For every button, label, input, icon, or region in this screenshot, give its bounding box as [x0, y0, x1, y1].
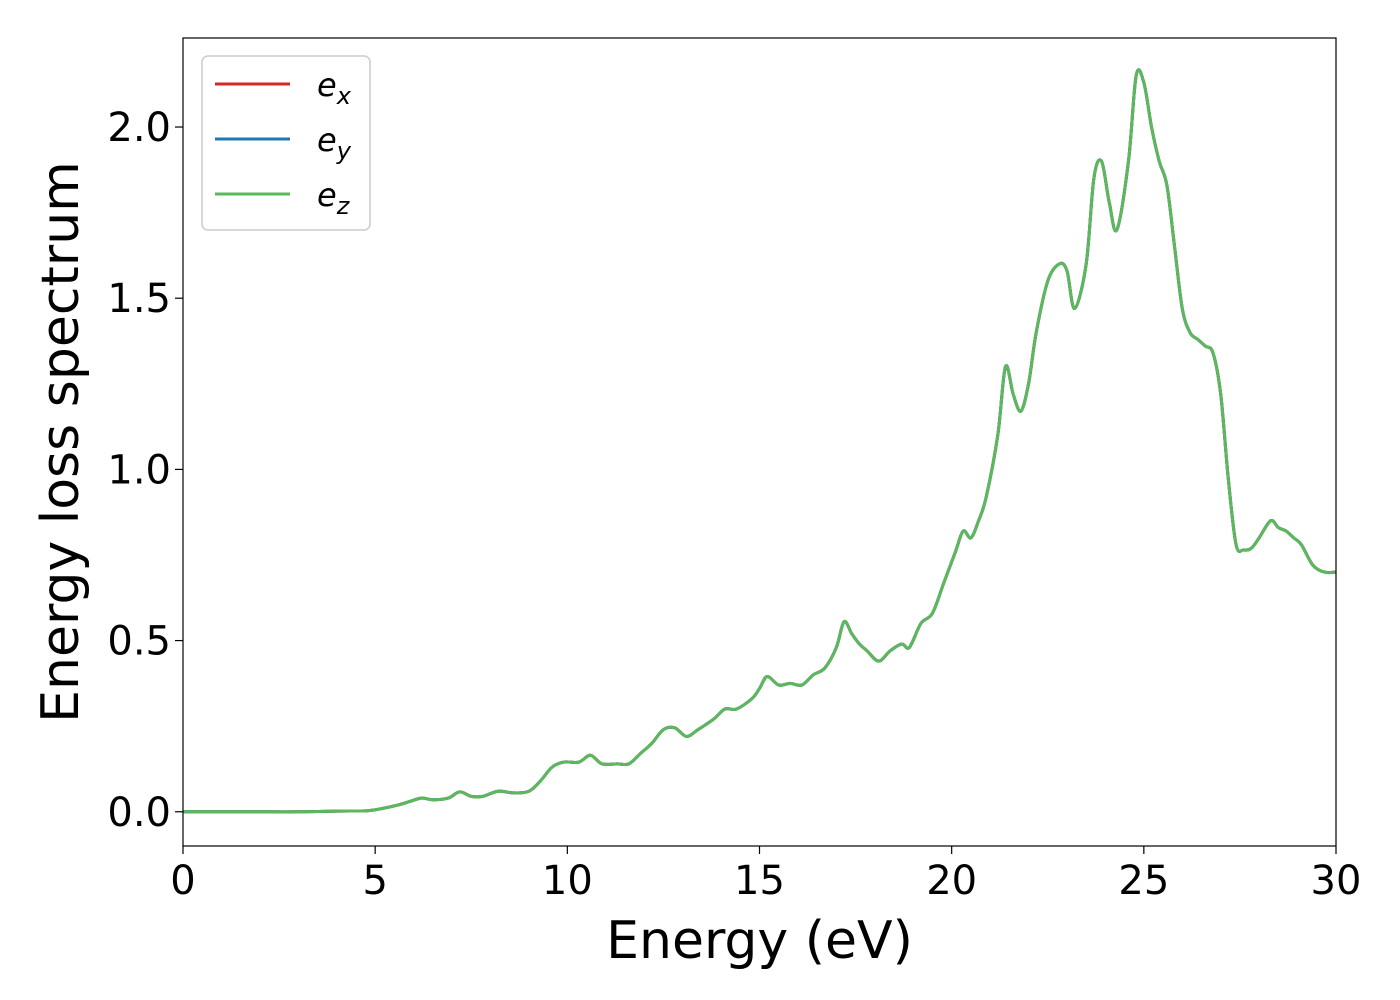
- y-tick-label: 0.0: [107, 790, 171, 836]
- series-group: [183, 68, 1336, 814]
- x-tick-label: 25: [1118, 858, 1169, 904]
- legend-label-x: ex: [317, 66, 352, 110]
- x-tick-label: 15: [734, 858, 785, 904]
- legend-box: [201, 55, 371, 231]
- y-tick-label: 1.5: [107, 276, 171, 322]
- x-axis-ticks: 0 5 10 15 20 25 30: [170, 846, 1361, 904]
- legend-label-z: ez: [317, 176, 351, 220]
- x-axis-title: Energy (eV): [606, 911, 913, 971]
- x-tick-label: 0: [170, 858, 195, 904]
- legend-label-base: e: [317, 121, 337, 159]
- legend-label-subscript: z: [336, 192, 351, 220]
- y-tick-label: 1.0: [107, 447, 171, 493]
- legend-label-y: ey: [317, 121, 352, 165]
- y-axis-title: Energy loss spectrum: [31, 161, 91, 723]
- series-line-z: [183, 68, 1336, 814]
- x-tick-label: 5: [362, 858, 387, 904]
- y-tick-label: 0.5: [107, 619, 171, 665]
- x-tick-label: 30: [1311, 858, 1362, 904]
- legend-label-subscript: x: [336, 82, 352, 110]
- y-tick-label: 2.0: [107, 105, 171, 151]
- legend-label-base: e: [317, 66, 337, 104]
- legend-label-subscript: y: [336, 137, 352, 165]
- x-tick-label: 20: [926, 858, 977, 904]
- legend-label-base: e: [317, 176, 337, 214]
- x-tick-label: 10: [542, 858, 593, 904]
- y-axis-ticks: 0.0 0.5 1.0 1.5 2.0: [107, 105, 183, 836]
